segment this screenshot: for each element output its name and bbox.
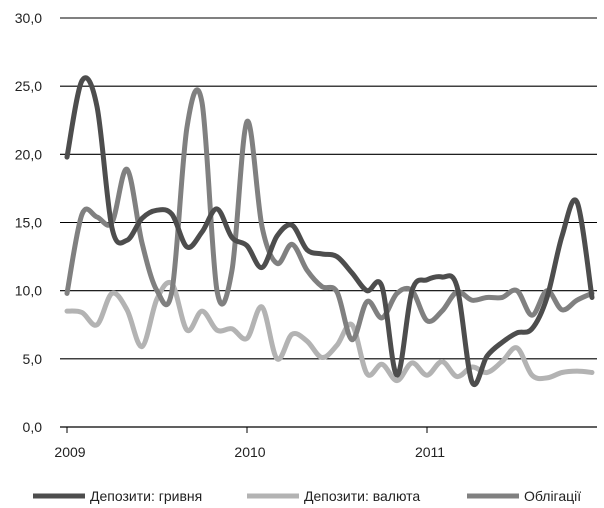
x-axis: 2009 2010 2011 xyxy=(54,427,445,460)
series-line-deposits-uah xyxy=(64,75,595,387)
y-tick-label: 20,0 xyxy=(15,146,42,162)
y-tick-label: 10,0 xyxy=(15,283,42,299)
series-lines xyxy=(64,75,595,387)
x-tick-label: 2011 xyxy=(415,444,445,460)
x-tick-label: 2009 xyxy=(54,444,85,460)
y-tick-label: 0,0 xyxy=(23,419,43,435)
series-line-bonds xyxy=(64,87,595,343)
legend-item-bonds-label: Облігації xyxy=(524,488,581,504)
legend-item-deposits-uah-label: Депозити: гривня xyxy=(90,488,202,504)
x-tick-label: 2010 xyxy=(234,444,265,460)
grid-lines xyxy=(60,17,597,428)
y-axis-ticks: 0,0 5,0 10,0 15,0 20,0 25,0 30,0 xyxy=(15,10,42,435)
legend: Депозити: гривня Депозити: валюта Облігаці… xyxy=(33,488,581,504)
legend-item-deposits-fx-label: Депозити: валюта xyxy=(304,488,420,504)
y-tick-label: 25,0 xyxy=(15,78,42,94)
y-tick-label: 5,0 xyxy=(23,351,43,367)
series-line-deposits-fx xyxy=(64,280,595,384)
y-tick-label: 30,0 xyxy=(15,10,42,26)
y-tick-label: 15,0 xyxy=(15,215,42,231)
